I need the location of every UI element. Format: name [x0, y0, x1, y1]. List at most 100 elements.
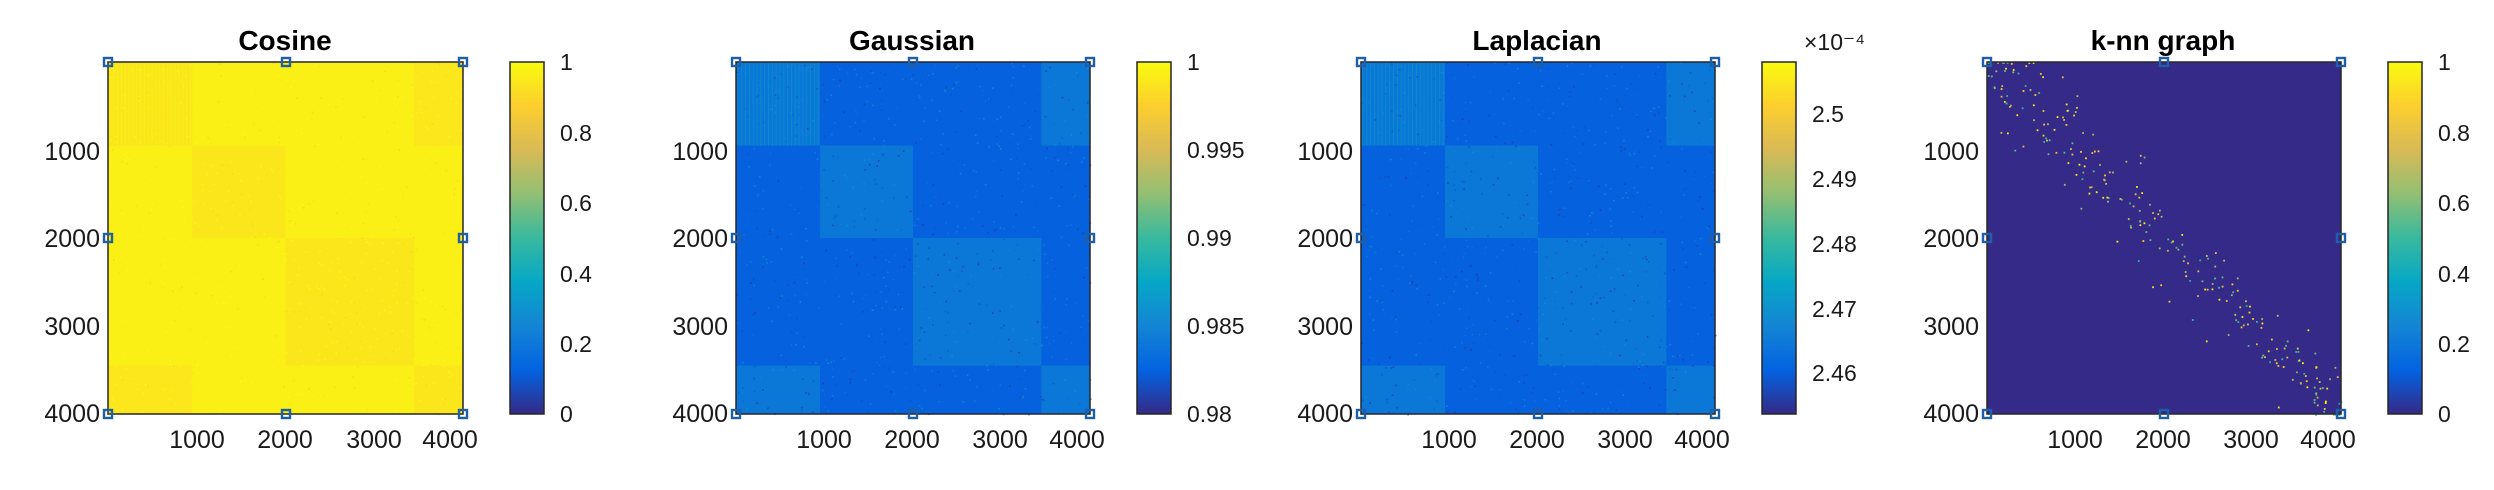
heatmap-cell [180, 200, 183, 202]
resize-handle[interactable] [102, 56, 114, 68]
heatmap-cell [835, 383, 838, 386]
resize-handle[interactable] [2335, 56, 2347, 68]
resize-handle[interactable] [280, 408, 292, 420]
heatmap-cell [423, 297, 426, 300]
resize-handle[interactable] [1532, 408, 1544, 420]
resize-handle[interactable] [1709, 408, 1721, 420]
resize-handle[interactable] [457, 56, 469, 68]
heatmap-cell [952, 370, 955, 372]
heatmap-cell [936, 154, 939, 157]
heatmap-cell [1436, 304, 1439, 306]
heatmap-cell [1371, 236, 1373, 238]
heatmap-cell [779, 297, 782, 299]
resize-handle[interactable] [1355, 232, 1367, 244]
selection-handles[interactable] [102, 56, 469, 420]
heatmap-cell [211, 164, 214, 167]
heatmap-cell [114, 107, 117, 109]
heatmap-cell [1447, 182, 1449, 184]
resize-handle[interactable] [1084, 408, 1096, 420]
resize-handle[interactable] [1084, 232, 1096, 244]
heatmap-cell [1478, 333, 1481, 336]
heatmap-cell [1460, 122, 1462, 125]
heatmap-cell [767, 307, 770, 309]
selection-handles[interactable] [1355, 56, 1721, 420]
resize-handle[interactable] [907, 408, 919, 420]
heatmap-cell [164, 345, 167, 348]
heatmap-cell [402, 76, 404, 79]
edge-dot [2318, 381, 2321, 383]
edge-dot [2073, 114, 2075, 117]
edge-dot [2214, 277, 2216, 280]
resize-handle[interactable] [1709, 56, 1721, 68]
heatmap-cell [111, 149, 114, 151]
heatmap-cell [1397, 129, 1400, 132]
resize-handle[interactable] [2335, 408, 2347, 420]
resize-handle[interactable] [2158, 408, 2170, 420]
resize-handle[interactable] [1981, 56, 1993, 68]
heatmap-cell [329, 378, 331, 380]
edge-dot [2076, 106, 2078, 109]
edge-dot [2139, 162, 2142, 165]
heatmap-cell [444, 308, 446, 310]
resize-handle[interactable] [907, 56, 919, 68]
heatmap-cell [1438, 394, 1441, 396]
resize-handle[interactable] [1355, 56, 1367, 68]
heatmap-cell [1495, 244, 1497, 246]
resize-handle[interactable] [1981, 232, 1993, 244]
resize-handle[interactable] [1981, 408, 1993, 420]
heatmap-cell [291, 151, 294, 153]
heatmap-cell [1573, 135, 1576, 138]
heatmap-cell [279, 172, 281, 174]
heatmap-cell [1506, 315, 1509, 318]
resize-handle[interactable] [457, 408, 469, 420]
heatmap-cell [358, 142, 361, 145]
heatmap-cell [397, 241, 399, 244]
heatmap-cell [745, 83, 748, 86]
resize-handle[interactable] [730, 56, 742, 68]
heatmap-cell [1443, 245, 1446, 248]
resize-handle[interactable] [1709, 232, 1721, 244]
heatmap-cell [1373, 353, 1376, 355]
heatmap-cell [225, 199, 227, 202]
heatmap-cell [1646, 335, 1649, 338]
heatmap-cell [1604, 142, 1607, 144]
selection-handles[interactable] [1981, 56, 2347, 420]
resize-handle[interactable] [102, 232, 114, 244]
heatmap-cell [328, 269, 331, 272]
heatmap-cell [862, 394, 865, 397]
heatmap-cell [378, 313, 380, 315]
resize-handle[interactable] [730, 232, 742, 244]
resize-handle[interactable] [457, 232, 469, 244]
heatmap-cell [863, 189, 866, 192]
resize-handle[interactable] [102, 408, 114, 420]
resize-handle[interactable] [730, 408, 742, 420]
edge-dot [2262, 354, 2265, 357]
heatmap-cell [441, 399, 444, 401]
heatmap-cell [1581, 392, 1584, 394]
heatmap-cell [1452, 184, 1455, 186]
heatmap-cell [1565, 399, 1567, 402]
resize-handle[interactable] [2158, 56, 2170, 68]
heatmap-cell [1574, 236, 1576, 238]
heatmap-cell [422, 258, 425, 261]
heatmap-cell [1575, 388, 1577, 391]
resize-handle[interactable] [280, 56, 292, 68]
heatmap-cell [857, 272, 860, 275]
heatmap-cell [112, 399, 115, 402]
resize-handle[interactable] [1355, 408, 1367, 420]
heatmap-cell [394, 216, 397, 218]
heatmap-cell [872, 153, 875, 155]
heatmap-cell [1709, 69, 1711, 71]
heatmap-cell [1051, 356, 1053, 358]
selection-handles[interactable] [730, 56, 1096, 420]
heatmap-cell [841, 409, 844, 411]
resize-handle[interactable] [1532, 56, 1544, 68]
resize-handle[interactable] [1084, 56, 1096, 68]
heatmap-cell [1660, 339, 1663, 342]
heatmap-cell [397, 95, 399, 98]
heatmap-cell [423, 318, 426, 321]
heatmap-cell [375, 299, 378, 301]
heatmap-cell [1467, 245, 1469, 248]
resize-handle[interactable] [2335, 232, 2347, 244]
heatmap-cell [1016, 365, 1019, 368]
